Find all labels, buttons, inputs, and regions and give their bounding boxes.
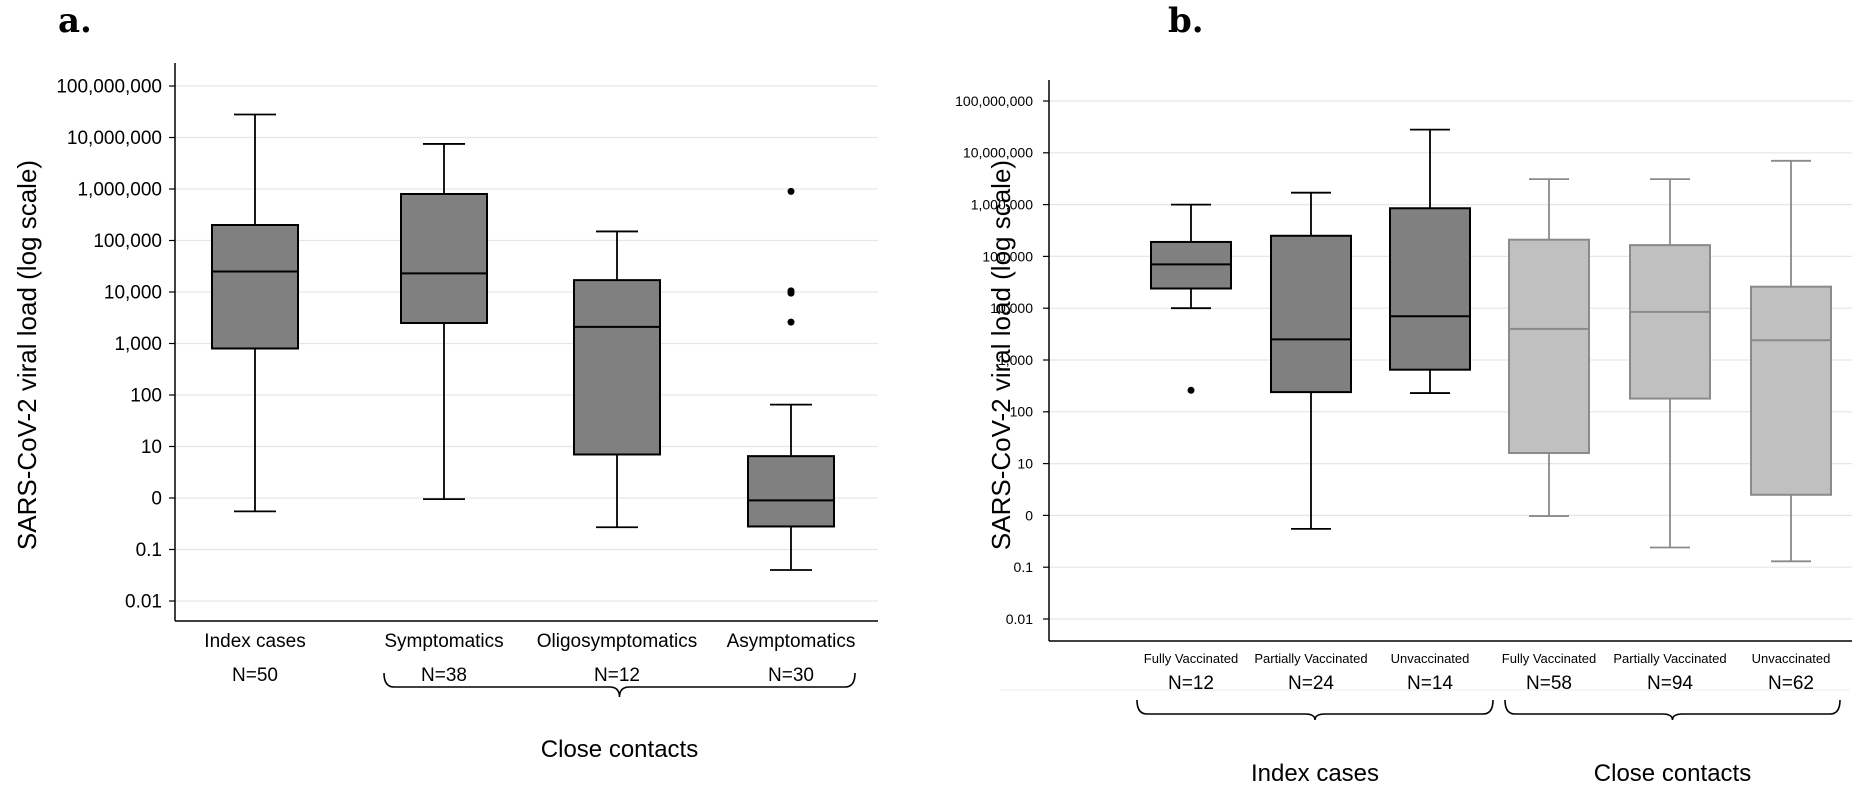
y-tick-label: 100	[130, 386, 162, 407]
y-tick-label: 10,000	[990, 300, 1033, 316]
category-label: Unvaccinated	[1752, 651, 1831, 666]
group-label: Close contacts	[541, 736, 698, 763]
y-tick-label: 10,000	[104, 283, 162, 304]
y-tick-label: 0.01	[125, 592, 162, 613]
y-tick-label: 0	[1025, 507, 1033, 523]
box-plot-5: Unvaccinated N=62	[1750, 159, 1832, 694]
category-label: Index cases	[204, 631, 305, 652]
box-plot-0: Index cases N=50	[204, 113, 306, 686]
n-label: N=94	[1647, 673, 1693, 694]
box-plot-2: Oligosymptomatics N=12	[537, 230, 698, 686]
y-axis-title: SARS-CoV-2 viral load (log scale)	[986, 160, 1016, 550]
box-plot-4: Partially Vaccinated N=94	[1613, 178, 1727, 694]
y-tick-label: 100	[1010, 404, 1034, 420]
box-plot-1: Partially Vaccinated N=24	[1254, 191, 1368, 694]
y-tick-label: 0.1	[1014, 559, 1034, 575]
y-tick-label: 1,000,000	[77, 180, 162, 201]
y-tick-label: 100,000,000	[56, 77, 162, 98]
n-label: N=50	[232, 665, 278, 686]
y-tick-label: 100,000,000	[955, 93, 1033, 109]
n-label: N=58	[1526, 673, 1572, 694]
iqr-box	[1629, 244, 1711, 400]
outlier-point	[787, 318, 795, 326]
iqr-box	[1508, 238, 1590, 455]
group-brace-0: Index cases	[1136, 699, 1494, 787]
y-tick-label: 10	[141, 437, 162, 458]
outlier-point	[787, 187, 795, 195]
y-tick-label: 10,000,000	[67, 128, 162, 149]
y-tick-label: 0.1	[136, 540, 162, 561]
group-brace-0: Close contacts	[383, 672, 856, 763]
y-tick-label: 1,000,000	[971, 197, 1033, 213]
brace-path	[1504, 699, 1841, 721]
iqr-box	[747, 455, 835, 528]
panel-label: b.	[1168, 1, 1204, 41]
box-plot-0: Fully Vaccinated N=12	[1144, 203, 1238, 694]
category-label: Fully Vaccinated	[1502, 651, 1596, 666]
group-label: Index cases	[1251, 760, 1379, 787]
iqr-box	[1750, 285, 1832, 496]
iqr-box	[1389, 207, 1471, 371]
category-label: Oligosymptomatics	[537, 631, 698, 652]
iqr-box	[573, 279, 661, 456]
y-tick-label: 10,000,000	[963, 145, 1033, 161]
box-plot-3: Asymptomatics N=30	[727, 187, 856, 686]
outlier-point	[787, 287, 795, 295]
category-label: Fully Vaccinated	[1144, 651, 1238, 666]
n-label: N=12	[594, 665, 640, 686]
y-tick-label: 1,000	[998, 352, 1033, 368]
y-axis-title: SARS-CoV-2 viral load (log scale)	[12, 160, 42, 550]
category-label: Asymptomatics	[727, 631, 856, 652]
chart-panel-b: b. 0.01 0.1 0 10 100 1,000 10,000 100,000 1,000,0…	[955, 1, 1852, 787]
n-label: N=14	[1407, 673, 1453, 694]
chart-panel-a: a. 0.01 0.1 0 10 100 1,000 10,000 100,000 1,000,0…	[12, 1, 878, 763]
category-label: Symptomatics	[384, 631, 503, 652]
box-plot-2: Unvaccinated N=14	[1389, 128, 1471, 694]
n-label: N=38	[421, 665, 467, 686]
category-label: Partially Vaccinated	[1254, 651, 1367, 666]
category-label: Unvaccinated	[1391, 651, 1470, 666]
y-tick-label: 100,000	[93, 231, 162, 252]
group-brace-1: Close contacts	[1504, 699, 1841, 787]
panel-label: a.	[58, 1, 92, 41]
y-tick-label: 100,000	[982, 248, 1033, 264]
n-label: N=62	[1768, 673, 1814, 694]
iqr-box	[211, 223, 299, 350]
brace-path	[383, 672, 856, 698]
iqr-box	[400, 192, 488, 325]
box-plot-1: Symptomatics N=38	[384, 143, 504, 686]
outlier-point	[1187, 386, 1195, 394]
group-label: Close contacts	[1594, 760, 1751, 787]
y-tick-label: 0	[151, 489, 162, 510]
y-tick-label: 0.01	[1006, 611, 1033, 627]
iqr-box	[1270, 234, 1352, 394]
y-tick-label: 1,000	[114, 334, 162, 355]
n-label: N=30	[768, 665, 814, 686]
n-label: N=12	[1168, 673, 1214, 694]
y-tick-label: 10	[1017, 456, 1033, 472]
category-label: Partially Vaccinated	[1613, 651, 1726, 666]
brace-path	[1136, 699, 1494, 721]
n-label: N=24	[1288, 673, 1334, 694]
box-plot-3: Fully Vaccinated N=58	[1502, 178, 1596, 694]
